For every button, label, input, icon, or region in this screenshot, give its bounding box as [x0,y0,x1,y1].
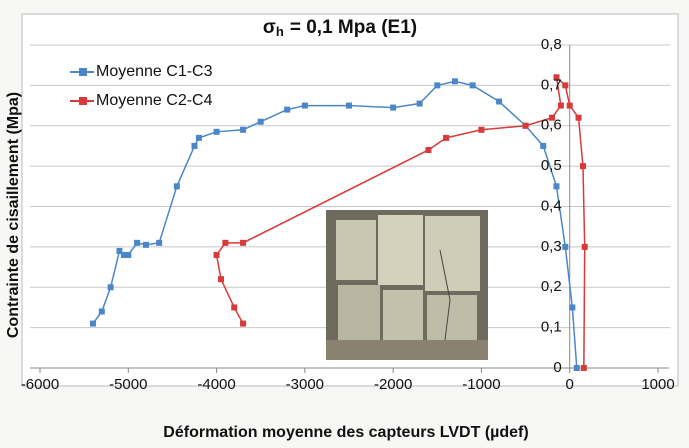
data-point [107,284,114,291]
data-point [213,251,220,258]
data-point [301,102,308,109]
data-point [557,102,564,109]
y-axis-label: Contrainte de cisaillement (Mpa) [5,92,22,338]
data-point [416,100,423,107]
chart-title: σh = 0,1 Mpa (E1) [263,17,417,39]
legend-marker [79,68,87,76]
y-tick-label: 0 [553,359,561,376]
data-point [98,308,105,315]
x-axis-label: Déformation moyenne des capteurs LVDT (µ… [163,424,528,441]
data-point [575,114,582,121]
legend-marker [79,97,87,105]
data-point [390,104,397,111]
x-tick-label: -4000 [197,376,235,393]
data-point [222,239,229,246]
data-point [580,365,587,371]
data-point [522,122,529,129]
data-point [346,102,352,109]
y-tick-label: 0,5 [541,157,562,174]
x-tick-label: -2000 [374,376,412,393]
data-point [240,239,247,246]
data-point [231,304,238,311]
y-tick-label: 0,1 [541,319,562,336]
data-point [569,304,576,311]
data-point [562,82,569,89]
data-point [257,118,264,125]
data-point [579,163,586,170]
data-point [240,320,247,327]
x-tick-label: -1000 [462,376,500,393]
data-point [213,128,220,135]
data-point [173,183,180,190]
data-point [553,74,560,81]
data-point [116,247,123,254]
data-point [120,251,127,258]
inset-photo [326,210,488,360]
y-tick-label: 0,3 [541,238,562,255]
y-tick-label: 0,6 [541,117,562,134]
data-point [443,134,450,141]
data-point [134,239,141,246]
data-point [142,241,149,248]
data-point [89,320,96,327]
data-point [284,106,291,113]
data-point [195,134,202,141]
x-tick-label: -5000 [109,376,147,393]
x-tick-label: -6000 [21,376,59,393]
x-tick-label: 1000 [641,376,674,393]
data-point [451,78,458,85]
x-tick-label: 0 [566,376,574,393]
data-point [553,183,560,190]
data-point [581,243,588,250]
data-point [562,243,569,250]
y-tick-label: 0,8 [541,36,562,53]
data-point [540,142,547,149]
y-tick-label: 0,2 [541,278,562,295]
data-point [240,126,247,133]
data-point [125,251,132,258]
data-point [566,102,573,109]
data-point [217,276,224,283]
data-point [469,82,476,89]
y-tick-label: 0,7 [541,76,562,93]
data-point [478,126,485,133]
y-tick-label: 0,4 [541,197,562,214]
legend-label: Moyenne C1-C3 [96,63,213,80]
data-point [425,146,432,153]
data-point [496,98,503,105]
data-point [156,239,163,246]
data-point [573,365,580,371]
legend-label: Moyenne C2-C4 [96,92,213,109]
data-point [549,114,556,121]
title-symbol: σ [263,17,276,38]
x-tick-label: -3000 [286,376,324,393]
title-subscript: h [276,24,284,39]
title-text: = 0,1 Mpa (E1) [290,17,417,38]
data-point [191,142,198,149]
data-point [434,82,441,89]
